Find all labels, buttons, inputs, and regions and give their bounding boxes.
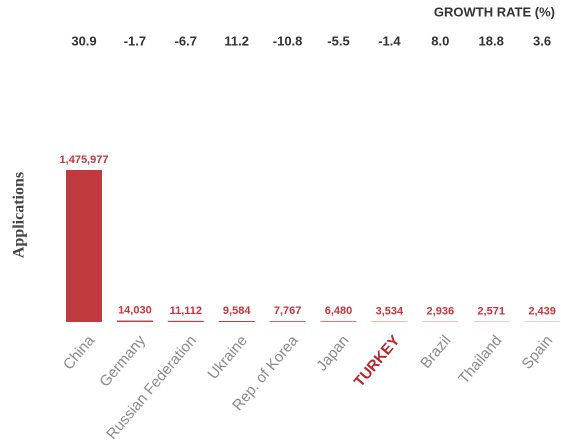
growth-title: GROWTH RATE (%) (434, 4, 555, 19)
growth-rate: -5.5 (327, 33, 349, 48)
bar (320, 321, 357, 322)
value-label: 11,112 (170, 305, 202, 317)
value-label: 3,534 (376, 306, 404, 318)
value-label: 1,475,977 (60, 154, 109, 166)
category-label: China (60, 332, 99, 373)
category-label: Germany (96, 332, 149, 391)
value-label: 7,767 (274, 305, 302, 317)
growth-rate: 30.9 (71, 33, 96, 48)
growth-rate: -1.7 (124, 33, 146, 48)
growth-rate: -6.7 (175, 33, 197, 48)
growth-rate: 3.6 (533, 33, 551, 48)
value-label: 9,584 (223, 305, 251, 317)
growth-rate: 18.8 (479, 33, 504, 48)
y-axis-label: Applications (11, 172, 28, 258)
growth-rate: -10.8 (273, 33, 303, 48)
growth-rate: -1.4 (378, 33, 401, 48)
bar (218, 321, 255, 322)
bar (167, 320, 204, 322)
growth-rate: 11.2 (224, 33, 249, 48)
value-label: 6,480 (325, 305, 353, 317)
category-label: TURKEY (351, 332, 404, 390)
bar (269, 321, 306, 322)
category-label: Brazil (417, 332, 454, 372)
bar (66, 170, 102, 322)
bar (116, 320, 153, 322)
value-label: 2,936 (427, 306, 455, 318)
value-label: 14,030 (118, 304, 152, 316)
category-label: Spain (519, 332, 557, 372)
category-label: Ukraine (205, 332, 251, 383)
category-label: Japan (313, 332, 352, 374)
value-label: 2,571 (477, 306, 505, 318)
category-label: Thailand (455, 332, 505, 387)
category-label: Russian Federation (103, 332, 200, 443)
growth-rate: 8.0 (431, 33, 449, 48)
value-label: 2,439 (528, 306, 556, 318)
